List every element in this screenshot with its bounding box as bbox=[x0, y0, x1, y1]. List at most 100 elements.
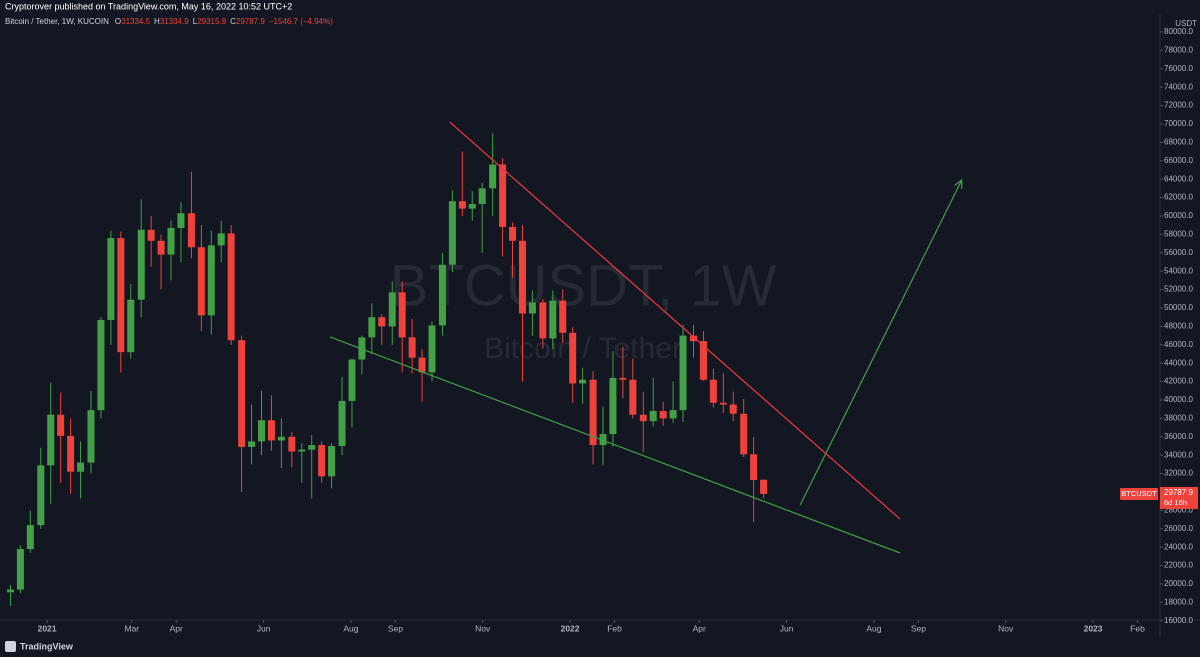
candle-body bbox=[669, 410, 677, 419]
y-tick-label: 44000.0 bbox=[1164, 358, 1193, 367]
candle-body bbox=[67, 435, 75, 472]
candle-body bbox=[619, 377, 627, 380]
trendline bbox=[449, 121, 901, 520]
candle-body bbox=[16, 549, 24, 590]
x-tick-label: Jun bbox=[257, 623, 271, 633]
candle-body bbox=[659, 411, 667, 419]
y-tick-label: 52000.0 bbox=[1164, 285, 1193, 294]
candle-body bbox=[629, 379, 637, 415]
candle-body bbox=[57, 414, 65, 436]
candle-body bbox=[740, 413, 748, 455]
arrow-head bbox=[954, 178, 963, 190]
candle-body bbox=[428, 325, 436, 373]
symbol-tag-label: BTCUSDT bbox=[1121, 489, 1157, 498]
candle-body bbox=[217, 233, 225, 246]
ohlc-value: 31334.9 bbox=[160, 17, 189, 26]
candle-body bbox=[288, 436, 296, 452]
y-tick-label: 36000.0 bbox=[1164, 432, 1193, 441]
candle-body bbox=[478, 188, 486, 205]
y-tick-label: 40000.0 bbox=[1164, 395, 1193, 404]
ohlc-label: L bbox=[193, 17, 198, 26]
candle-body bbox=[167, 227, 175, 255]
footer-logo bbox=[5, 641, 16, 652]
candle-body bbox=[157, 240, 165, 255]
candle-body bbox=[308, 445, 316, 450]
candle-body bbox=[729, 404, 737, 414]
y-tick-label: 46000.0 bbox=[1164, 340, 1193, 349]
x-tick-label: Aug bbox=[343, 623, 358, 633]
y-tick-label: 70000.0 bbox=[1164, 119, 1193, 128]
candle-body bbox=[649, 411, 657, 422]
candle-body bbox=[97, 319, 105, 411]
candle-body bbox=[248, 441, 256, 447]
candle-body bbox=[589, 379, 597, 446]
candle-body bbox=[388, 292, 396, 327]
watermark-sub: Bitcoin / Tether bbox=[484, 332, 682, 365]
x-tick-label: Nov bbox=[475, 623, 491, 633]
candle-body bbox=[378, 317, 386, 327]
candle-body bbox=[398, 292, 406, 338]
x-tick-label: Sep bbox=[911, 623, 926, 633]
candle-body bbox=[257, 420, 265, 442]
x-tick-label: Apr bbox=[693, 623, 706, 633]
x-tick-label: Nov bbox=[998, 623, 1014, 633]
ohlc-label: H bbox=[154, 17, 160, 26]
x-tick-label: Apr bbox=[170, 623, 183, 633]
y-tick-label: 18000.0 bbox=[1164, 598, 1193, 607]
footer-bar bbox=[0, 637, 1200, 657]
y-tick-label: 56000.0 bbox=[1164, 248, 1193, 257]
candle-body bbox=[599, 434, 607, 446]
y-tick-label: 32000.0 bbox=[1164, 469, 1193, 478]
price-tag bbox=[1160, 486, 1198, 509]
candle-body bbox=[709, 379, 717, 403]
candle-body bbox=[147, 229, 155, 241]
candle-body bbox=[298, 449, 306, 452]
y-tick-label: 78000.0 bbox=[1164, 45, 1193, 54]
y-tick-label: 22000.0 bbox=[1164, 561, 1193, 570]
symbol-tag bbox=[1120, 487, 1158, 500]
y-tick-label: 42000.0 bbox=[1164, 377, 1193, 386]
candle-body bbox=[609, 377, 617, 435]
candle-body bbox=[26, 525, 34, 550]
symbol-legend: Bitcoin / Tether, 1W, KUCOIN O31334.5 H313… bbox=[5, 17, 333, 26]
candle-body bbox=[408, 337, 416, 358]
y-tick-label: 50000.0 bbox=[1164, 303, 1193, 312]
y-tick-label: 34000.0 bbox=[1164, 450, 1193, 459]
y-tick-label: 74000.0 bbox=[1164, 82, 1193, 91]
candle-body bbox=[458, 201, 466, 209]
y-tick-label: 66000.0 bbox=[1164, 156, 1193, 165]
candle-body bbox=[489, 164, 497, 189]
ohlc-value: 31334.5 bbox=[121, 17, 150, 26]
candle-body bbox=[518, 240, 526, 314]
y-tick-label: 24000.0 bbox=[1164, 542, 1193, 551]
footer-brand: TradingView bbox=[20, 641, 74, 651]
y-tick-label: 58000.0 bbox=[1164, 229, 1193, 238]
x-tick-label: Feb bbox=[1130, 623, 1145, 633]
candle-body bbox=[318, 445, 326, 477]
y-tick-label: 68000.0 bbox=[1164, 137, 1193, 146]
y-tick-label: 72000.0 bbox=[1164, 101, 1193, 110]
x-tick-label: Sep bbox=[388, 623, 403, 633]
ohlc-value: 29315.9 bbox=[197, 17, 226, 26]
candle-body bbox=[418, 357, 426, 373]
candle-body bbox=[277, 436, 285, 441]
candle-body bbox=[639, 414, 647, 422]
candle-body bbox=[197, 247, 205, 316]
candle-body bbox=[368, 317, 376, 338]
published-note: Cryptorover published on TradingView.com… bbox=[5, 1, 292, 11]
candle-body bbox=[328, 445, 336, 477]
price-tag-value: 29787.9 bbox=[1164, 488, 1193, 497]
y-tick-label: 64000.0 bbox=[1164, 174, 1193, 183]
candle-body bbox=[107, 238, 115, 320]
y-tick-label: 54000.0 bbox=[1164, 266, 1193, 275]
candle-body bbox=[539, 302, 547, 339]
candle-body bbox=[348, 359, 356, 401]
candle-body bbox=[207, 245, 215, 316]
candle-body bbox=[468, 204, 476, 209]
y-tick-label: 76000.0 bbox=[1164, 64, 1193, 73]
x-tick-label: Jun bbox=[780, 623, 794, 633]
candle-body bbox=[579, 379, 587, 384]
y-tick-label: 20000.0 bbox=[1164, 579, 1193, 588]
arrow-line bbox=[799, 179, 963, 506]
